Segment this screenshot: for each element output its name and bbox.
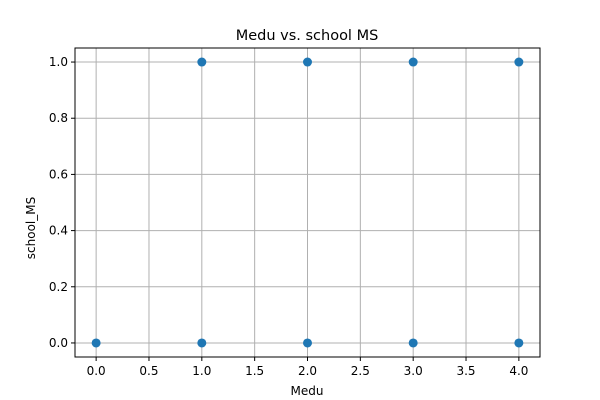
- grid-lines: [75, 48, 540, 357]
- x-tick-label: 3.0: [404, 364, 423, 378]
- data-point: [303, 338, 312, 348]
- y-tick-label: 1.0: [49, 55, 68, 69]
- y-tick-label: 0.6: [49, 167, 68, 181]
- data-points: [91, 57, 524, 348]
- y-tick-label: 0.2: [49, 280, 68, 294]
- x-axis-ticks: 0.0 0.5 1.0 1.5 2.0 2.5 3.0 3.5 4.0: [87, 357, 528, 378]
- chart-title: Medu vs. school MS: [236, 28, 379, 44]
- data-point: [197, 338, 207, 348]
- y-axis-label: school_MS: [24, 197, 38, 259]
- data-point: [197, 57, 207, 67]
- data-point: [303, 57, 312, 67]
- y-tick-label: 0.0: [49, 336, 68, 350]
- x-tick-label: 2.5: [351, 364, 370, 378]
- data-point: [91, 338, 101, 348]
- data-point: [514, 338, 524, 348]
- x-axis-label: Medu: [291, 384, 324, 398]
- x-tick-label: 3.5: [456, 364, 475, 378]
- y-tick-label: 0.8: [49, 111, 68, 125]
- data-point: [408, 338, 418, 348]
- y-tick-label: 0.4: [49, 224, 68, 238]
- data-point: [408, 57, 418, 67]
- x-tick-label: 0.5: [139, 364, 158, 378]
- x-tick-label: 0.0: [87, 364, 106, 378]
- x-tick-label: 1.5: [245, 364, 264, 378]
- x-tick-label: 4.0: [509, 364, 528, 378]
- x-tick-label: 2.0: [298, 364, 317, 378]
- x-tick-label: 1.0: [192, 364, 211, 378]
- data-point: [514, 57, 524, 67]
- y-axis-ticks: 0.0 0.2 0.4 0.6 0.8 1.0: [49, 55, 75, 350]
